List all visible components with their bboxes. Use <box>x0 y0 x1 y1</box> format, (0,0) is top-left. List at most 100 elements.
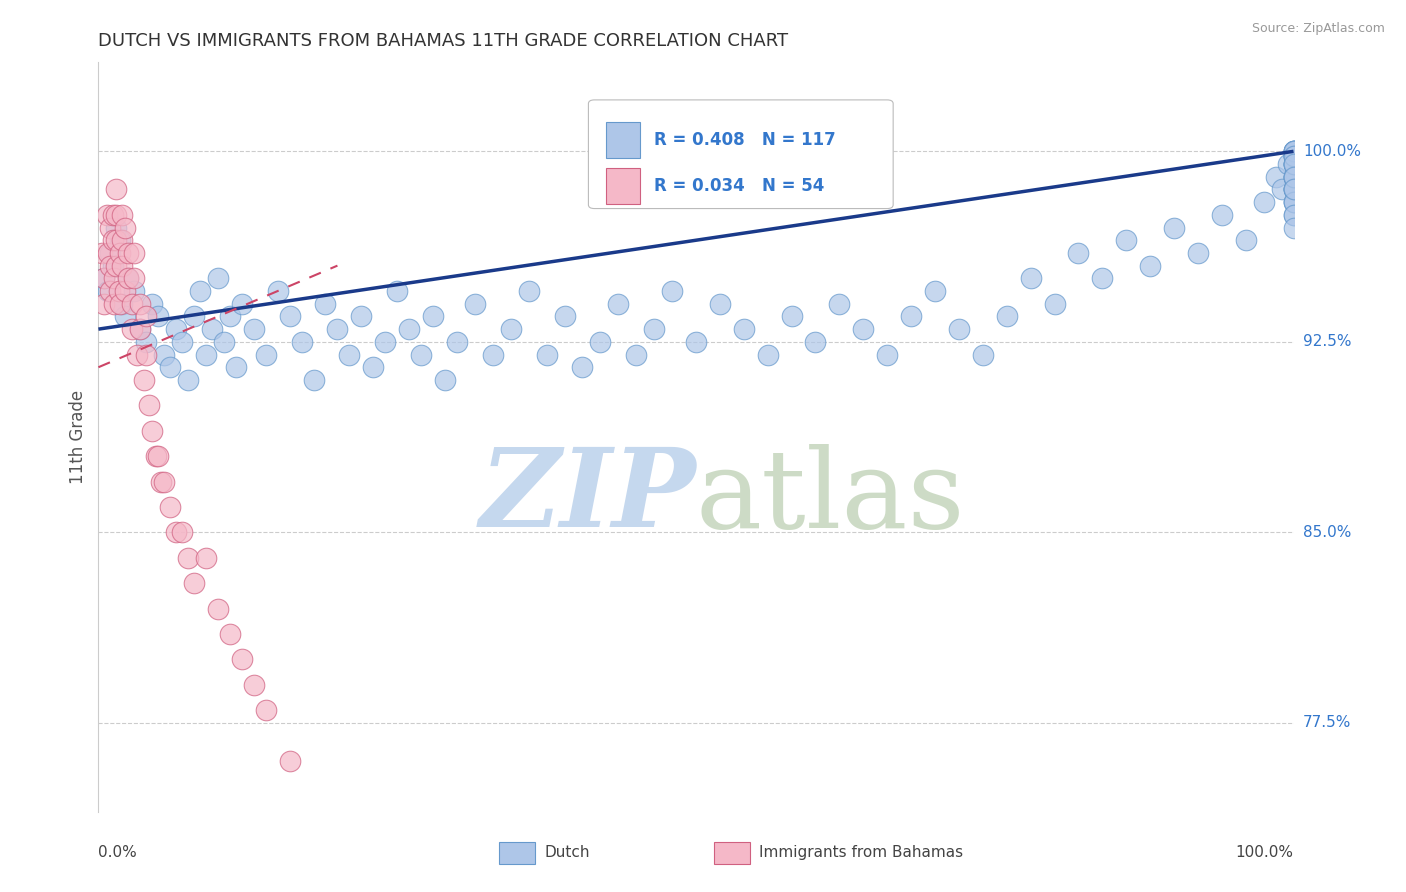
Point <box>852 322 875 336</box>
Point <box>1282 169 1305 184</box>
Point <box>302 373 325 387</box>
Point <box>571 360 593 375</box>
Point <box>138 398 160 412</box>
Point <box>172 334 194 349</box>
Point <box>129 322 152 336</box>
Point <box>219 627 242 641</box>
Point <box>363 360 385 375</box>
Point <box>1282 145 1305 159</box>
Point <box>1282 169 1305 184</box>
Text: 100.0%: 100.0% <box>1303 144 1361 159</box>
Text: Source: ZipAtlas.com: Source: ZipAtlas.com <box>1251 22 1385 36</box>
Point <box>117 246 139 260</box>
Point <box>103 271 125 285</box>
Point <box>183 576 205 591</box>
Point <box>267 284 290 298</box>
Point <box>212 334 235 349</box>
Point <box>1234 233 1257 247</box>
Point <box>93 271 115 285</box>
Point <box>101 233 124 247</box>
Point <box>1271 182 1294 196</box>
Text: Immigrants from Bahamas: Immigrants from Bahamas <box>759 846 963 861</box>
Point <box>643 322 665 336</box>
Point <box>1282 182 1305 196</box>
Point <box>1282 208 1305 222</box>
Point <box>231 652 253 666</box>
Point <box>111 208 134 222</box>
Point <box>101 208 124 222</box>
Point <box>117 271 139 285</box>
Point <box>98 284 122 298</box>
Point <box>339 347 361 361</box>
Point <box>1282 149 1305 163</box>
Point <box>1282 182 1305 196</box>
Point <box>98 259 122 273</box>
Point <box>201 322 224 336</box>
Point <box>1091 271 1114 285</box>
Point <box>1282 195 1305 210</box>
Point <box>225 360 247 375</box>
Text: 85.0%: 85.0% <box>1303 524 1351 540</box>
Point <box>924 284 946 298</box>
Point <box>129 297 152 311</box>
Point <box>1282 149 1305 163</box>
Point <box>243 678 266 692</box>
Point <box>105 259 128 273</box>
Point <box>589 334 612 349</box>
Point <box>114 284 136 298</box>
FancyBboxPatch shape <box>606 168 640 204</box>
Point <box>141 424 163 438</box>
Point <box>153 347 176 361</box>
Point <box>231 297 253 311</box>
Point <box>804 334 827 349</box>
Point <box>1282 157 1305 171</box>
Point <box>1282 195 1305 210</box>
Point <box>105 208 128 222</box>
Point <box>1211 208 1233 222</box>
Point <box>1282 195 1305 210</box>
Point <box>101 259 124 273</box>
Point <box>1282 157 1305 171</box>
Point <box>141 297 163 311</box>
Point <box>1282 169 1305 184</box>
Point <box>159 360 181 375</box>
Point <box>434 373 457 387</box>
Point <box>148 310 170 324</box>
Point <box>111 297 134 311</box>
Point <box>536 347 558 361</box>
Point <box>876 347 898 361</box>
Text: Dutch: Dutch <box>544 846 589 861</box>
Point <box>709 297 731 311</box>
Point <box>1282 157 1305 171</box>
Point <box>93 297 115 311</box>
Point <box>411 347 433 361</box>
Text: 92.5%: 92.5% <box>1303 334 1351 350</box>
Point <box>219 310 242 324</box>
Point <box>124 284 146 298</box>
Point <box>103 297 125 311</box>
Point <box>900 310 922 324</box>
Point <box>626 347 648 361</box>
Point <box>278 310 301 324</box>
Point <box>291 334 314 349</box>
Point <box>995 310 1018 324</box>
Point <box>117 271 139 285</box>
Point <box>105 233 128 247</box>
Point <box>1282 145 1305 159</box>
FancyBboxPatch shape <box>589 100 893 209</box>
Point <box>398 322 420 336</box>
Point <box>121 297 143 311</box>
Point <box>733 322 755 336</box>
Point <box>188 284 211 298</box>
Point <box>207 601 229 615</box>
Point <box>177 373 200 387</box>
Point <box>385 284 409 298</box>
Point <box>1282 169 1305 184</box>
Point <box>374 334 396 349</box>
Text: DUTCH VS IMMIGRANTS FROM BAHAMAS 11TH GRADE CORRELATION CHART: DUTCH VS IMMIGRANTS FROM BAHAMAS 11TH GR… <box>98 32 789 50</box>
Point <box>972 347 994 361</box>
Point <box>1282 145 1305 159</box>
Point <box>756 347 779 361</box>
Point <box>1139 259 1161 273</box>
Point <box>464 297 486 311</box>
